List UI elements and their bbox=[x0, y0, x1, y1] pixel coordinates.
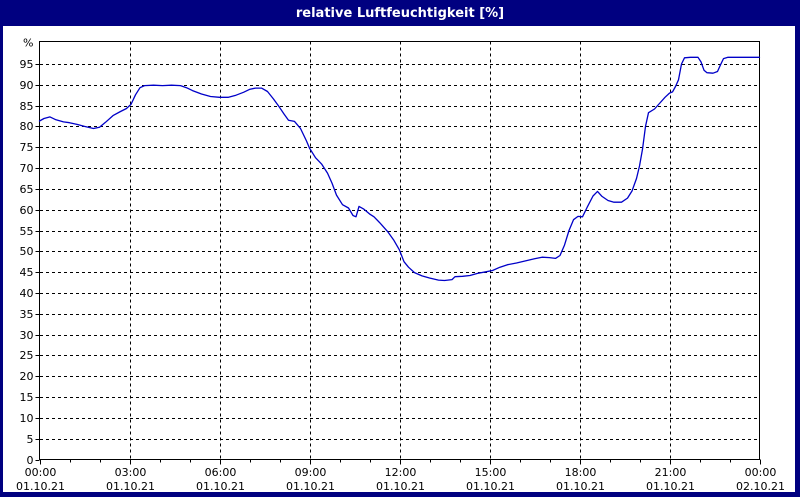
y-tick-label: 90 bbox=[20, 79, 34, 92]
x-tick-time-label: 09:00 bbox=[295, 466, 327, 479]
x-tick-date-label: 01.10.21 bbox=[286, 480, 335, 493]
y-tick-label: 35 bbox=[20, 308, 34, 321]
humidity-line bbox=[38, 56, 761, 282]
x-tick-time-label: 18:00 bbox=[565, 466, 597, 479]
y-tick-label: 10 bbox=[20, 412, 34, 425]
x-tick-date-label: 01.10.21 bbox=[196, 480, 245, 493]
x-tick-time-label: 21:00 bbox=[655, 466, 687, 479]
plot-border bbox=[39, 41, 760, 460]
window-title: relative Luftfeuchtigkeit [%] bbox=[295, 5, 505, 21]
y-tick-label: 45 bbox=[20, 266, 34, 279]
x-tick-time-label: 00:00 bbox=[25, 466, 57, 479]
x-tick-time-label: 15:00 bbox=[475, 466, 507, 479]
y-tick-label: 80 bbox=[20, 120, 34, 133]
x-tick-date-label: 01.10.21 bbox=[646, 480, 695, 493]
y-tick-label: 20 bbox=[20, 370, 34, 383]
y-tick-label: 55 bbox=[20, 225, 34, 238]
x-tick-date-label: 01.10.21 bbox=[466, 480, 515, 493]
x-tick-date-label: 01.10.21 bbox=[376, 480, 425, 493]
y-tick-label: 25 bbox=[20, 349, 34, 362]
window-frame-right bbox=[795, 26, 800, 497]
y-tick-label: 15 bbox=[20, 391, 34, 404]
x-tick-time-label: 00:00 bbox=[745, 466, 777, 479]
y-unit-label: % bbox=[23, 37, 33, 50]
y-tick-label: 65 bbox=[20, 183, 34, 196]
x-tick-time-label: 03:00 bbox=[115, 466, 147, 479]
y-tick-label: 75 bbox=[20, 141, 34, 154]
y-tick-label: 95 bbox=[20, 58, 34, 71]
y-tick-label: 50 bbox=[20, 245, 34, 258]
window-frame-bottom bbox=[0, 492, 800, 497]
x-tick-date-label: 01.10.21 bbox=[106, 480, 155, 493]
y-tick-label: 30 bbox=[20, 329, 34, 342]
x-tick-date-label: 01.10.21 bbox=[556, 480, 605, 493]
x-tick-time-label: 06:00 bbox=[205, 466, 237, 479]
y-tick-label: 70 bbox=[20, 162, 34, 175]
y-tick-label: 60 bbox=[20, 204, 34, 217]
y-tick-label: 0 bbox=[27, 454, 34, 467]
window-frame-left bbox=[0, 26, 3, 497]
y-tick-label: 85 bbox=[20, 100, 34, 113]
y-tick-label: 5 bbox=[27, 433, 34, 446]
y-tick-label: 40 bbox=[20, 287, 34, 300]
x-tick-date-label: 02.10.21 bbox=[736, 480, 785, 493]
x-tick-date-label: 01.10.21 bbox=[16, 480, 65, 493]
title-bar: relative Luftfeuchtigkeit [%] bbox=[0, 0, 800, 26]
x-tick-time-label: 12:00 bbox=[385, 466, 417, 479]
